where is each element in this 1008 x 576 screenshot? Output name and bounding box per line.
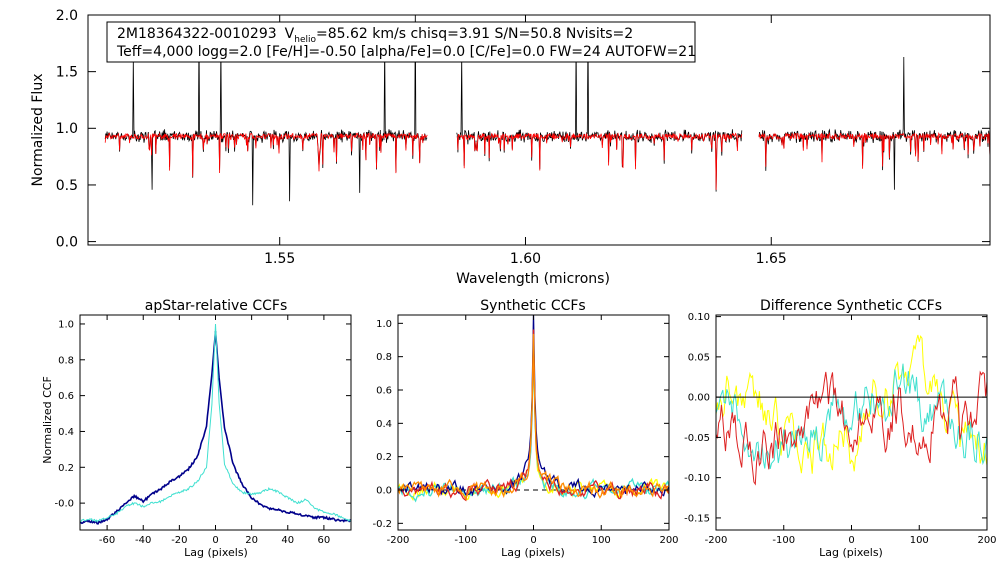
spectrum-y-tick-label: 0.0 — [56, 235, 78, 251]
apstar-ccf-y-tick-label: 1.0 — [58, 319, 74, 330]
diff-ccf-x-tick-label: 200 — [977, 535, 996, 546]
synthetic-ccf-x-tick-label: 200 — [659, 535, 678, 546]
synthetic-ccf-x-tick-label: 0 — [530, 535, 536, 546]
spectrum-y-axis-label: Normalized Flux — [30, 74, 46, 187]
apstar-ccf-y-tick-label: 0.6 — [58, 391, 74, 402]
spectrum-plot-frame — [87, 14, 991, 246]
spectrum-model-line — [104, 132, 428, 177]
synthetic-ccf-title: Synthetic CCFs — [480, 298, 585, 314]
apstar-ccf-x-axis-label: Lag (pixels) — [184, 546, 248, 559]
synthetic-ccf-x-axis-label: Lag (pixels) — [501, 546, 565, 559]
spectrum-y-tick-label: 1.0 — [56, 121, 78, 137]
synthetic-ccf-y-tick-label: 1.0 — [376, 319, 392, 330]
synthetic-ccf-x-tick-label: 100 — [592, 535, 611, 546]
diff-ccf-ticks: -200 -100 0 100 200 -0.15 -0.10 -0.05 0.00 0.05 0.… — [684, 312, 996, 546]
diff-ccf-series-line — [716, 370, 987, 486]
spectrum-ticks: 1.55 1.60 1.65 0.0 0.5 1.0 1.5 2.0 — [56, 8, 990, 267]
apstar-ccf-data-layer — [80, 323, 351, 525]
apstar-ccf-x-tick-label: -60 — [99, 535, 115, 546]
diff-ccf-series-line — [716, 334, 987, 474]
apstar-ccf-ticks: -60 -40 -20 0 20 40 60 -0.0 0.2 0.4 0.6 0.8 1.0 — [54, 315, 351, 546]
diff-ccf-y-tick-label: 0.00 — [688, 393, 710, 404]
spectrum-x-tick-label: 1.60 — [510, 251, 541, 267]
apstar-ccf-y-axis-label: Normalized CCF — [41, 376, 54, 464]
apstar-ccf-x-tick-label: 0 — [212, 535, 218, 546]
spectrum-annotation-line2: Teff=4,000 logg=2.0 [Fe/H]=-0.50 [alpha/… — [116, 44, 696, 60]
apstar-ccf-y-tick-label: 0.8 — [58, 355, 74, 366]
apstar-ccf-y-tick-label: -0.0 — [54, 499, 74, 510]
apstar-ccf-title: apStar-relative CCFs — [145, 298, 288, 314]
synthetic-ccf-y-tick-label: 0.4 — [376, 419, 392, 430]
diff-ccf-x-tick-label: 0 — [848, 535, 854, 546]
synthetic-ccf-ticks: -200 -100 0 100 200 -0.2 0.0 0.2 0.4 0.6 0.8 1.0 — [372, 315, 679, 546]
apstar-ccf-x-tick-label: -40 — [135, 535, 151, 546]
synthetic-ccf-x-tick-label: -200 — [387, 535, 410, 546]
synthetic-ccf-y-tick-label: -0.2 — [372, 519, 392, 530]
diff-ccf-y-tick-label: -0.10 — [684, 473, 710, 484]
apstar-ccf-series-line — [80, 331, 351, 525]
apstar-ccf-series-line — [80, 323, 351, 523]
apstar-ccf-x-tick-label: -20 — [171, 535, 187, 546]
diff-ccf-y-tick-label: 0.10 — [688, 312, 710, 323]
spectrum-data-layer — [104, 15, 990, 206]
spectrum-x-axis-label: Wavelength (microns) — [456, 271, 610, 287]
spectrum-annotation-line1: 2M18364322-0010293 Vhelio=85.62 km/s chis… — [117, 26, 633, 45]
spectrum-observed-line — [758, 56, 990, 190]
synthetic-ccf-data-layer — [398, 315, 669, 503]
diff-ccf-x-tick-label: -200 — [705, 535, 728, 546]
diff-ccf-y-tick-label: -0.15 — [684, 513, 710, 524]
diff-ccf-y-tick-label: -0.05 — [684, 433, 710, 444]
diff-ccf-y-tick-label: 0.05 — [688, 352, 710, 363]
apstar-ccf-plot-frame — [79, 314, 352, 531]
spectrum-observed-line — [104, 15, 428, 206]
apstar-ccf-x-tick-label: 40 — [281, 535, 294, 546]
diff-ccf-x-tick-label: -100 — [772, 535, 795, 546]
fit-stats: =85.62 km/s chisq=3.91 S/N=50.8 Nvisits=… — [316, 26, 633, 42]
spectrum-x-tick-label: 1.65 — [756, 251, 787, 267]
spectrum-x-tick-label: 1.55 — [264, 251, 295, 267]
apstar-ccf-panel: -60 -40 -20 0 20 40 60 -0.0 0.2 0.4 0.6 0.8 1.0 apSt… — [41, 298, 352, 559]
spectrum-panel: 1.55 1.60 1.65 0.0 0.5 1.0 1.5 2.0 Wavelength (… — [30, 8, 991, 287]
apstar-ccf-y-tick-label: 0.2 — [58, 463, 74, 474]
synthetic-ccf-y-tick-label: 0.8 — [376, 352, 392, 363]
apstar-ccf-x-tick-label: 60 — [318, 535, 331, 546]
spectrum-y-tick-label: 2.0 — [56, 8, 78, 24]
synthetic-ccf-y-tick-label: 0.2 — [376, 452, 392, 463]
diff-ccf-series-line — [716, 363, 987, 470]
spectrum-y-tick-label: 1.5 — [56, 65, 78, 81]
spectrum-model-line — [758, 132, 990, 169]
diff-ccf-x-axis-label: Lag (pixels) — [819, 546, 883, 559]
spectrum-y-tick-label: 0.5 — [56, 178, 78, 194]
synthetic-ccf-y-tick-label: 0.6 — [376, 386, 392, 397]
vhelio-label: V — [285, 26, 295, 42]
synthetic-ccf-x-tick-label: -100 — [454, 535, 477, 546]
star-id: 2M18364322-0010293 — [117, 26, 277, 42]
diff-ccf-x-tick-label: 100 — [910, 535, 929, 546]
diff-ccf-title: Difference Synthetic CCFs — [760, 298, 942, 314]
spectrum-annotation-box — [106, 21, 696, 63]
synthetic-ccf-series-line — [398, 333, 669, 501]
spectrum-model-line — [456, 132, 743, 190]
vhelio-subscript: helio — [294, 35, 316, 45]
synthetic-ccf-y-tick-label: 0.0 — [376, 486, 392, 497]
diff-ccf-panel: -200 -100 0 100 200 -0.15 -0.10 -0.05 0.00 0.05 0.… — [684, 298, 996, 559]
apstar-ccf-y-tick-label: 0.4 — [58, 427, 74, 438]
synthetic-ccf-panel: -200 -100 0 100 200 -0.2 0.0 0.2 0.4 0.6 0.8 1.0 Sy… — [372, 298, 678, 559]
apstar-ccf-x-tick-label: 20 — [245, 535, 258, 546]
diff-ccf-data-layer — [716, 334, 987, 486]
